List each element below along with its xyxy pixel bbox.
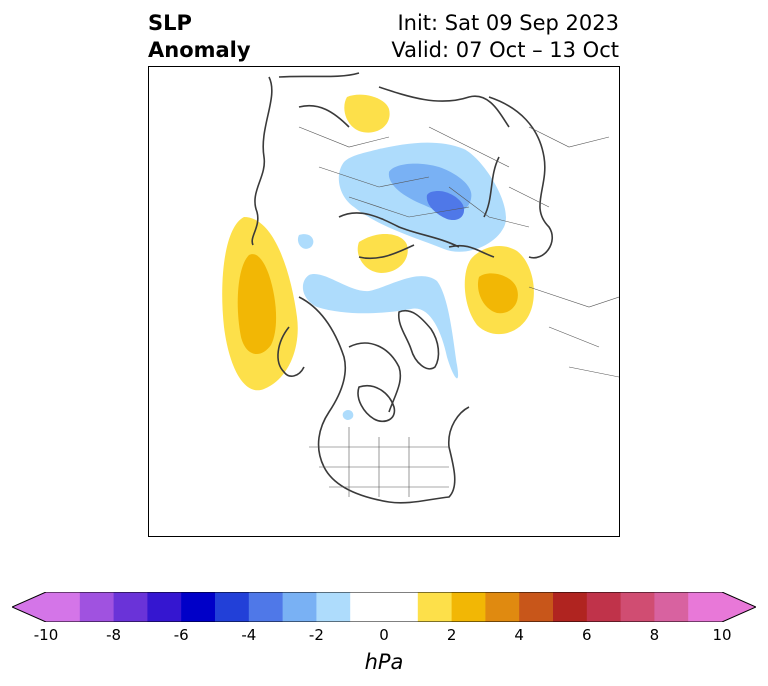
colorbar-tick-label: 6 [582, 626, 592, 644]
anomaly-okhotsk-core [477, 273, 518, 314]
anomaly-shading [222, 94, 534, 420]
colorbar-segment [553, 592, 588, 622]
colorbar-segment [46, 592, 81, 622]
colorbar-tick-label: 8 [649, 626, 660, 644]
colorbar [12, 592, 756, 622]
colorbar-segment [620, 592, 655, 622]
colorbar-segment [248, 592, 284, 622]
anomaly-small-negative-2 [342, 410, 354, 420]
colorbar-tick-label: 10 [712, 626, 732, 644]
anomaly-small-negative-1 [297, 234, 314, 249]
title-line-1: SLP [148, 11, 192, 35]
map-canvas [222, 72, 619, 504]
colorbar-segment [451, 592, 486, 622]
title-line-2: Anomaly [148, 38, 251, 62]
colorbar-unit-label: hPa [364, 650, 404, 674]
colorbar-segment [654, 592, 689, 622]
colorbar-segment [688, 592, 723, 622]
coast-alaska [277, 326, 305, 377]
map-title: SLP Anomaly [148, 10, 251, 64]
colorbar-tick-label: -2 [308, 626, 324, 644]
anomaly-pacific-core [237, 254, 277, 355]
colorbar-segment [485, 592, 520, 622]
colorbar-segment [417, 592, 453, 622]
colorbar-segment [282, 592, 317, 622]
colorbar-tick-label: -6 [173, 626, 189, 644]
colorbar-tick-label: -8 [106, 626, 122, 644]
anomaly-scandinavia-positive [344, 94, 390, 133]
colorbar-segment [384, 592, 419, 622]
date-info: Init: Sat 09 Sep 2023 Valid: 07 Oct – 13… [391, 10, 619, 64]
colorbar-segment [519, 592, 554, 622]
political-borders [298, 126, 619, 497]
anomaly-eastsiberian-positive [357, 233, 408, 273]
valid-range-label: Valid: 07 Oct – 13 Oct [391, 38, 619, 62]
colorbar-segment [181, 592, 216, 622]
colorbar-tick-label: 4 [514, 626, 524, 644]
border-lines-africa [528, 286, 619, 378]
coastlines [251, 72, 553, 504]
coast-europe [251, 72, 510, 246]
coast-arctic-siberia [338, 212, 460, 260]
coast-north-america [298, 296, 470, 504]
anomaly-beaufort-negative [302, 274, 459, 379]
colorbar-tick-label: -4 [241, 626, 257, 644]
anomaly-barents-core [426, 191, 465, 221]
colorbar-segment [350, 592, 385, 622]
colorbar-tick-label: 0 [379, 626, 389, 644]
colorbar-segments [12, 592, 756, 622]
border-lines-eurasia [298, 126, 610, 228]
colorbar-tick-label: -10 [33, 626, 59, 644]
border-lines-northamerica [309, 427, 449, 497]
colorbar-extend-max [722, 592, 756, 622]
coast-asia [448, 96, 553, 259]
colorbar-segment [79, 592, 115, 622]
colorbar-segment [147, 592, 182, 622]
colorbar-segment [215, 592, 250, 622]
coast-greenland [397, 310, 440, 370]
coast-hudson-bay [357, 385, 396, 423]
colorbar-segment [586, 592, 622, 622]
colorbar-extend-min [12, 592, 46, 622]
colorbar-segment [113, 592, 148, 622]
colorbar-segment [316, 592, 351, 622]
colorbar-tick-label: 2 [446, 626, 457, 644]
polar-map [148, 66, 620, 537]
init-date-label: Init: Sat 09 Sep 2023 [397, 11, 619, 35]
